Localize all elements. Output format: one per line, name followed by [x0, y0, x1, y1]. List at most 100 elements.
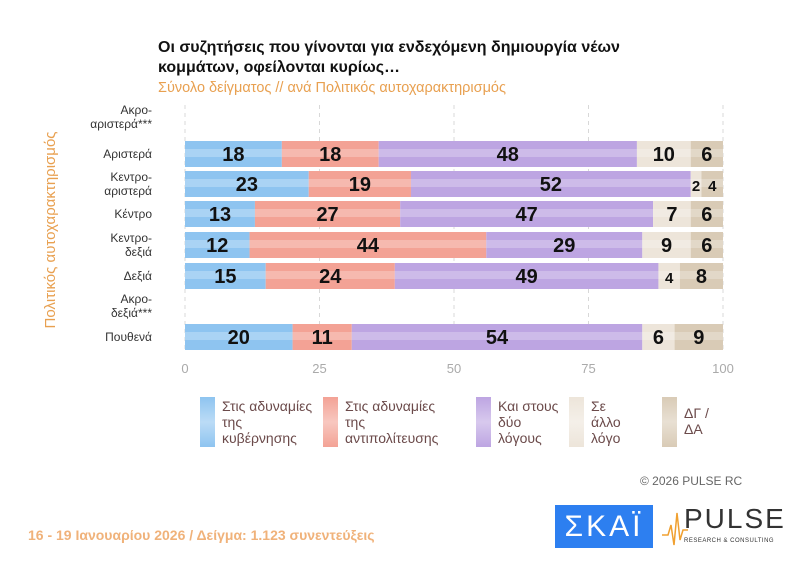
bar-segment: [185, 324, 293, 350]
pulse-wave-icon: [662, 512, 688, 546]
bar-highlight: [185, 240, 250, 248]
legend-label-line: άλλο: [591, 414, 621, 430]
data-label: 6: [701, 204, 712, 226]
data-label: 54: [486, 327, 509, 349]
bar-highlight: [254, 209, 401, 217]
bar-segment: [690, 232, 723, 258]
bar-highlight: [400, 209, 654, 217]
data-label: 19: [349, 174, 371, 196]
data-label: 49: [516, 266, 538, 288]
bar-highlight: [185, 209, 255, 217]
bar-highlight: [185, 271, 266, 279]
data-label: 15: [214, 266, 236, 288]
bar-segment: [701, 171, 723, 197]
legend-label-line: λόγους: [498, 430, 542, 446]
x-tick-label: 75: [581, 361, 595, 376]
legend-label-line: Στις αδυναμίες: [222, 398, 313, 414]
pulse-logo: PULSE RESEARCH & CONSULTING: [662, 503, 784, 550]
data-label: 8: [696, 266, 707, 288]
bar-segment: [378, 141, 637, 167]
legend-label: Στις αδυναμίες της κυβέρνησης: [222, 398, 312, 446]
bar-highlight: [394, 271, 659, 279]
legend-swatch: [662, 397, 677, 447]
data-label: 18: [222, 144, 244, 166]
bar-segment: [185, 232, 250, 258]
legend-label: Σε άλλο λόγο: [591, 398, 621, 446]
x-tick-label: 25: [312, 361, 326, 376]
data-label: 6: [653, 327, 664, 349]
bar-highlight: [690, 149, 723, 157]
bar-highlight: [642, 332, 675, 340]
data-label: 29: [553, 235, 575, 257]
bar-highlight: [653, 209, 691, 217]
bar-segment: [486, 232, 643, 258]
bar-segment: [254, 201, 401, 227]
bar-segment: [636, 141, 691, 167]
bar-segment: [185, 263, 266, 289]
bar-segment: [674, 324, 723, 350]
category-label: αριστερά***: [90, 117, 152, 131]
bar-highlight: [690, 179, 702, 187]
legend-label-line: αντιπολίτευσης: [345, 430, 439, 446]
data-label: 52: [540, 174, 562, 196]
bar-highlight: [185, 332, 293, 340]
bar-segment: [185, 141, 282, 167]
bar-highlight: [658, 271, 680, 279]
data-label: 12: [206, 235, 228, 257]
data-label: 47: [516, 204, 538, 226]
data-label: 4: [708, 178, 717, 195]
data-label: 24: [319, 266, 342, 288]
legend-label-line: Σε: [591, 398, 606, 414]
bar-highlight: [690, 240, 723, 248]
legend-label-line: Και στους: [498, 398, 559, 414]
category-label: Κέντρο: [114, 207, 152, 221]
legend-swatch: [200, 397, 215, 447]
bar-highlight: [308, 179, 411, 187]
data-label: 18: [319, 144, 341, 166]
bar-segment: [308, 171, 411, 197]
bar-segment: [281, 141, 379, 167]
legend-swatch: [569, 397, 584, 447]
bar-highlight: [410, 179, 691, 187]
bar-highlight: [265, 271, 395, 279]
data-label: 23: [236, 174, 258, 196]
copyright: © 2026 PULSE RC: [640, 474, 743, 488]
legend-label-line: της: [222, 414, 243, 430]
legend-swatch: [476, 397, 491, 447]
data-label: 44: [357, 235, 380, 257]
data-label: 7: [666, 204, 677, 226]
bar-highlight: [281, 149, 379, 157]
data-label: 27: [316, 204, 338, 226]
category-label: αριστερά: [104, 184, 152, 198]
bar-segment: [351, 324, 643, 350]
legend-label: Στις αδυναμίες της αντιπολίτευσης: [345, 398, 438, 446]
category-label: Δεξιά: [124, 269, 152, 283]
category-label: δεξιά***: [111, 306, 152, 320]
bar-highlight: [679, 271, 723, 279]
chart-title: Οι συζητήσεις που γίνονται για ενδεχόμεν…: [158, 39, 620, 76]
x-tick-label: 50: [447, 361, 461, 376]
bar-segment: [642, 232, 691, 258]
bar-highlight: [249, 240, 487, 248]
legend-label: Και στους δύο λόγους: [498, 398, 558, 446]
bar-highlight: [642, 240, 691, 248]
bar-segment: [679, 263, 723, 289]
x-tick-label: 100: [712, 361, 734, 376]
bar-segment: [185, 201, 255, 227]
category-label: δεξιά: [125, 245, 152, 259]
legend-label-line: της: [345, 414, 366, 430]
bar-highlight: [636, 149, 691, 157]
category-label: Ακρο-: [121, 292, 153, 306]
category-label: Ακρο-: [121, 103, 153, 117]
legend-label-line: ΔΑ: [684, 421, 703, 437]
bar-segment: [410, 171, 691, 197]
footer-sample-info: 16 - 19 Ιανουαρίου 2026 / Δείγμα: 1.123 …: [28, 527, 375, 543]
bar-highlight: [674, 332, 723, 340]
bar-segment: [658, 263, 680, 289]
legend-label-line: λόγο: [591, 430, 621, 446]
legend-label: ΔΓ / ΔΑ: [684, 405, 709, 437]
legend-label-line: δύο: [498, 414, 522, 430]
bar-segment: [642, 324, 675, 350]
category-label: Κεντρο-: [110, 170, 152, 184]
